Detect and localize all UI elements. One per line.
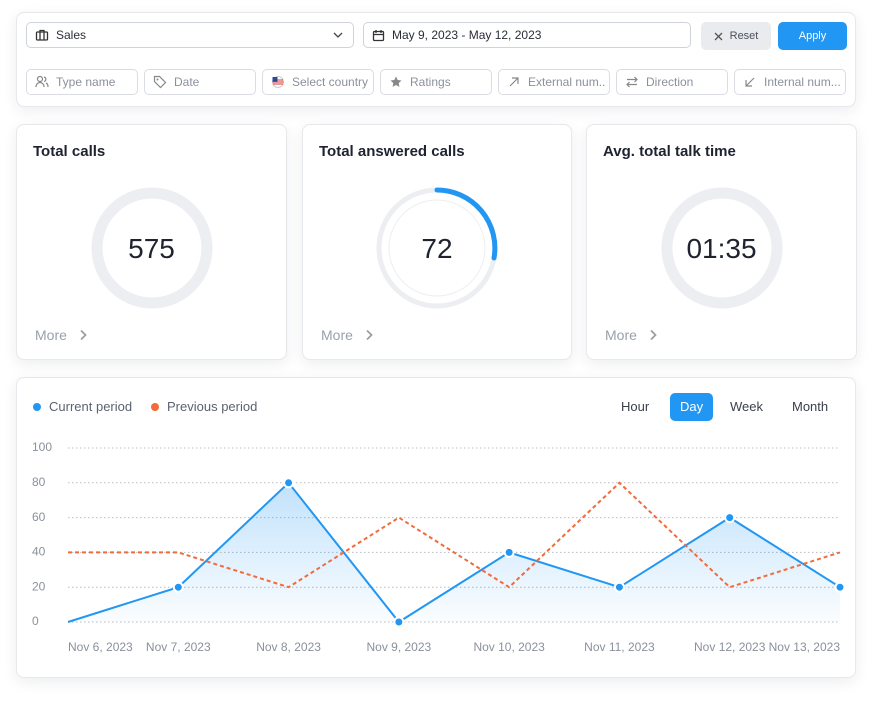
team-select[interactable]: Sales	[26, 22, 354, 48]
point	[834, 581, 846, 593]
card-value: 72	[421, 233, 453, 264]
period-button[interactable]: Month	[792, 399, 829, 414]
filter-input[interactable]: Type name	[26, 69, 138, 95]
filter-placeholder: Date	[174, 75, 200, 89]
filter-icon	[35, 75, 49, 88]
more-link[interactable]: More	[35, 327, 87, 343]
y-tick-label: 100	[32, 440, 52, 454]
card-title: Total calls	[33, 143, 106, 160]
filter-icon	[626, 76, 638, 88]
y-tick-label: 0	[32, 614, 39, 628]
ring	[376, 187, 498, 309]
point	[724, 512, 736, 524]
period-button[interactable]: Day	[670, 393, 714, 421]
filter-icon	[390, 76, 402, 87]
x-tick-label: Nov 9, 2023	[366, 640, 431, 654]
point	[503, 546, 515, 558]
filter-icon	[272, 76, 284, 88]
x-tick-label: Nov 7, 2023	[146, 640, 211, 654]
x-tick-label: Nov 10, 2023	[473, 640, 545, 654]
card-title: Avg. total talk time	[603, 143, 736, 160]
filter-input[interactable]: Date	[144, 69, 256, 95]
filter-placeholder: Type name	[56, 75, 116, 89]
filter-placeholder: Ratings	[410, 75, 451, 89]
legend-swatch	[33, 402, 41, 411]
filter-input[interactable]: Direction	[616, 69, 728, 95]
ring	[661, 187, 782, 309]
line	[67, 481, 841, 624]
team-label: Sales	[56, 28, 87, 42]
stat-card: Avg. total talk time 01:35 More	[586, 124, 857, 360]
ring	[91, 187, 212, 309]
filter-placeholder: Direction	[646, 75, 694, 89]
x-tick-label: Nov 12, 2023	[694, 640, 766, 654]
card-value: 575	[128, 233, 175, 264]
briefcase-icon	[35, 29, 49, 41]
close-icon	[714, 32, 723, 40]
filter-placeholder: Internal num...	[764, 75, 841, 89]
y-tick-label: 20	[32, 579, 46, 593]
filter-icon	[745, 77, 755, 87]
x-tick-label: Nov 8, 2023	[256, 640, 321, 654]
filter-icon	[509, 77, 519, 87]
apply-label: Apply	[798, 30, 827, 42]
reset-label: Reset	[729, 30, 759, 42]
chevron-icon	[333, 32, 343, 38]
stat-card: Total calls 575 More	[16, 124, 287, 360]
legend-item: Previous period	[151, 399, 257, 414]
filter-icon	[153, 75, 167, 89]
point	[393, 616, 405, 628]
filter-placeholder: External num..	[528, 75, 606, 89]
filter-input[interactable]: External num..	[498, 69, 610, 95]
stat-card: Total answered calls 72 More	[302, 124, 572, 360]
y-tick-label: 80	[32, 475, 46, 489]
point	[283, 477, 295, 489]
filter-input[interactable]: Select country	[262, 69, 374, 95]
point	[613, 581, 625, 593]
y-tick-label: 40	[32, 545, 46, 559]
filter-placeholder: Select country	[292, 75, 369, 89]
legend-swatch	[151, 402, 159, 411]
line-chart: 0 20 40 60 80 100 Nov 6, 2023 Nov 7, 2023 Nov 8,…	[32, 440, 846, 654]
more-label: More	[321, 327, 353, 343]
more-label: More	[605, 327, 637, 343]
filter-input[interactable]: Ratings	[380, 69, 492, 95]
calendar-icon	[372, 29, 385, 41]
legend-label: Previous period	[167, 399, 258, 414]
more-chevron	[650, 329, 657, 341]
line	[68, 481, 841, 589]
apply-button[interactable]: Apply	[778, 22, 847, 50]
x-tick-label: Nov 13, 2023	[769, 640, 841, 654]
x-tick-label: Nov 6, 2023	[68, 640, 133, 654]
period-button[interactable]: Hour	[621, 399, 650, 414]
card-value: 01:35	[686, 233, 757, 264]
point	[172, 581, 184, 593]
legend-item: Current period	[33, 399, 132, 414]
more-chevron	[80, 329, 87, 341]
more-chevron	[366, 329, 373, 341]
period-button[interactable]: Week	[730, 399, 763, 414]
reset-button[interactable]: Reset	[701, 22, 771, 50]
filter-panel: Sales May 9, 2023 - May 12, 2023 Reset A…	[16, 12, 856, 107]
more-link[interactable]: More	[321, 327, 373, 343]
date-range[interactable]: May 9, 2023 - May 12, 2023	[363, 22, 691, 48]
filter-input[interactable]: Internal num...	[734, 69, 846, 95]
legend-label: Current period	[49, 399, 133, 414]
date-range-label: May 9, 2023 - May 12, 2023	[392, 28, 542, 42]
area	[68, 482, 840, 622]
card-title: Total answered calls	[319, 143, 465, 160]
more-label: More	[35, 327, 67, 343]
more-link[interactable]: More	[605, 327, 657, 343]
y-tick-label: 60	[32, 510, 46, 524]
x-tick-label: Nov 11, 2023	[584, 640, 655, 654]
